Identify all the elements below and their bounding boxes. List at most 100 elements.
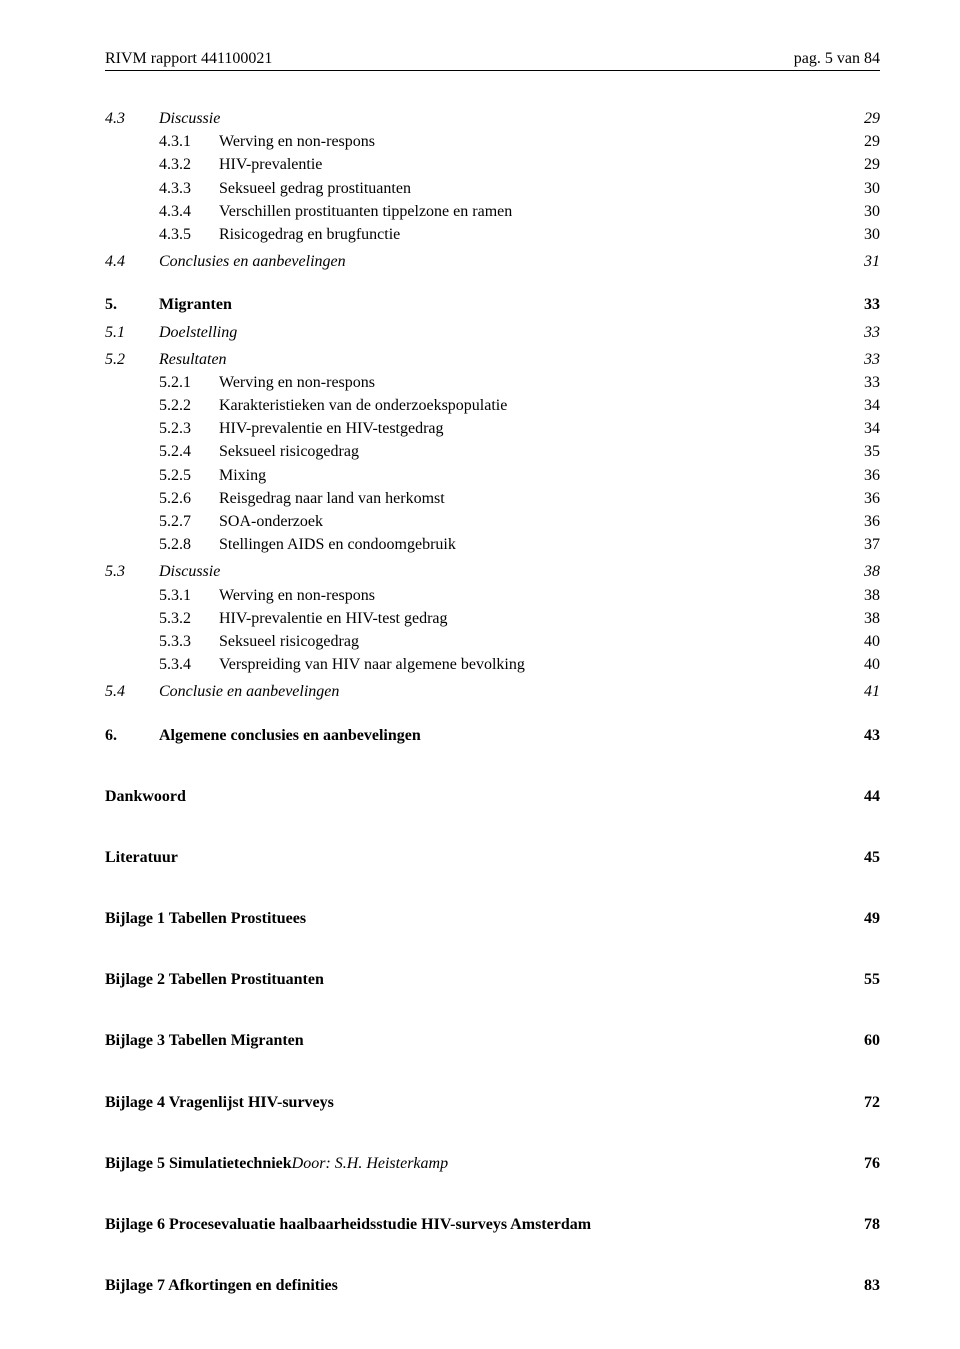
toc-title: Bijlage 4 Vragenlijst HIV-surveys	[105, 1091, 334, 1114]
toc-number: 5.2.5	[159, 464, 219, 487]
header-left: RIVM rapport 441100021	[105, 50, 272, 68]
toc-entry: Literatuur45	[105, 846, 880, 869]
toc-page: 33	[864, 293, 880, 316]
toc-title: HIV-prevalentie en HIV-test gedrag	[219, 607, 448, 630]
toc-title: Stellingen AIDS en condoomgebruik	[219, 533, 456, 556]
toc-number: 4.3.1	[159, 130, 219, 153]
toc-entry-left: Bijlage 1 Tabellen Prostituees	[105, 907, 306, 930]
toc-entry-left: 5.Migranten	[105, 293, 232, 316]
toc-entry-left: 4.3.1Werving en non-respons	[159, 130, 375, 153]
toc-entry-left: 5.2.3HIV-prevalentie en HIV-testgedrag	[159, 417, 444, 440]
toc-entry: 5.3.4Verspreiding van HIV naar algemene …	[159, 653, 880, 676]
toc-title: HIV-prevalentie	[219, 153, 322, 176]
toc-entry-left: 4.3.2HIV-prevalentie	[159, 153, 322, 176]
toc-title: Bijlage 6 Procesevaluatie haalbaarheidss…	[105, 1213, 591, 1236]
toc-title: HIV-prevalentie en HIV-testgedrag	[219, 417, 444, 440]
toc-page: 34	[864, 394, 880, 417]
toc-number: 4.3	[105, 107, 159, 130]
toc-title: Migranten	[159, 293, 232, 316]
toc-entry-left: Bijlage 4 Vragenlijst HIV-surveys	[105, 1091, 334, 1114]
page-header: RIVM rapport 441100021 pag. 5 van 84	[105, 50, 880, 68]
toc-title: Seksueel gedrag prostituanten	[219, 177, 411, 200]
toc-byline: Door: S.H. Heisterkamp	[292, 1152, 448, 1175]
toc-page: 40	[864, 630, 880, 653]
toc-entry: Dankwoord 44	[105, 785, 880, 808]
toc-entry-left: 5.2Resultaten	[105, 348, 227, 371]
toc-entry: 5.2.6Reisgedrag naar land van herkomst36	[159, 487, 880, 510]
toc-entry-left: Bijlage 5 Simulatietechniek Door: S.H. H…	[105, 1152, 448, 1175]
toc-entry: 5.2.5Mixing36	[159, 464, 880, 487]
toc-number: 5.	[105, 293, 159, 316]
toc-entry: Bijlage 4 Vragenlijst HIV-surveys72	[105, 1091, 880, 1114]
toc-entry-left: 5.2.2Karakteristieken van de onderzoeksp…	[159, 394, 507, 417]
toc-entry-left: 4.3.3Seksueel gedrag prostituanten	[159, 177, 411, 200]
toc-title: Werving en non-respons	[219, 371, 375, 394]
toc-title: Karakteristieken van de onderzoekspopula…	[219, 394, 507, 417]
table-of-contents: 4.3Discussie294.3.1Werving en non-respon…	[105, 107, 880, 1297]
toc-title: Bijlage 7 Afkortingen en definities	[105, 1274, 338, 1297]
toc-entry: 5.2.8Stellingen AIDS en condoomgebruik37	[159, 533, 880, 556]
toc-title: Dankwoord	[105, 785, 186, 808]
toc-entry-left: 5.2.6Reisgedrag naar land van herkomst	[159, 487, 445, 510]
toc-entry-left: 4.3.5Risicogedrag en brugfunctie	[159, 223, 400, 246]
toc-title: Bijlage 5 Simulatietechniek	[105, 1152, 292, 1175]
toc-entry: Bijlage 5 Simulatietechniek Door: S.H. H…	[105, 1152, 880, 1175]
toc-entry: 5.2.7SOA-onderzoek36	[159, 510, 880, 533]
toc-page: 29	[864, 130, 880, 153]
toc-entry: 4.3.1Werving en non-respons 29	[159, 130, 880, 153]
toc-number: 5.2.6	[159, 487, 219, 510]
toc-page: 44	[864, 785, 880, 808]
toc-entry: 5.1Doelstelling33	[105, 321, 880, 344]
toc-page: 34	[864, 417, 880, 440]
toc-entry-left: 5.3Discussie	[105, 560, 220, 583]
toc-title: Bijlage 1 Tabellen Prostituees	[105, 907, 306, 930]
toc-entry-left: Bijlage 7 Afkortingen en definities	[105, 1274, 338, 1297]
toc-page: 36	[864, 464, 880, 487]
toc-entry-left: 5.2.7SOA-onderzoek	[159, 510, 323, 533]
toc-entry: Bijlage 7 Afkortingen en definities 83	[105, 1274, 880, 1297]
toc-entry-left: 4.3Discussie	[105, 107, 220, 130]
toc-page: 38	[864, 607, 880, 630]
toc-number: 5.2.3	[159, 417, 219, 440]
toc-entry-left: 4.3.4Verschillen prostituanten tippelzon…	[159, 200, 512, 223]
toc-entry: 5.2.3HIV-prevalentie en HIV-testgedrag 34	[159, 417, 880, 440]
toc-number: 5.3.4	[159, 653, 219, 676]
toc-title: Discussie	[159, 560, 220, 583]
toc-page: 40	[864, 653, 880, 676]
toc-entry-left: Bijlage 6 Procesevaluatie haalbaarheidss…	[105, 1213, 591, 1236]
toc-page: 83	[864, 1274, 880, 1297]
toc-page: 30	[864, 177, 880, 200]
toc-entry-left: Bijlage 2 Tabellen Prostituanten	[105, 968, 324, 991]
toc-page: 33	[864, 348, 880, 371]
toc-entry: 5.2.1Werving en non-respons 33	[159, 371, 880, 394]
toc-entry-left: 6.Algemene conclusies en aanbevelingen	[105, 724, 421, 747]
toc-entry: 6.Algemene conclusies en aanbevelingen43	[105, 724, 880, 747]
toc-entry-left: 5.3.4Verspreiding van HIV naar algemene …	[159, 653, 525, 676]
toc-entry-left: 5.2.4Seksueel risicogedrag	[159, 440, 359, 463]
toc-entry-left: 5.2.1Werving en non-respons	[159, 371, 375, 394]
toc-entry: 5.3Discussie 38	[105, 560, 880, 583]
toc-page: 76	[864, 1152, 880, 1175]
toc-entry-left: Literatuur	[105, 846, 178, 869]
toc-number: 4.3.4	[159, 200, 219, 223]
toc-page: 30	[864, 223, 880, 246]
toc-number: 5.4	[105, 680, 159, 703]
toc-page: 37	[864, 533, 880, 556]
toc-title: Verspreiding van HIV naar algemene bevol…	[219, 653, 525, 676]
toc-page: 60	[864, 1029, 880, 1052]
toc-title: Algemene conclusies en aanbevelingen	[159, 724, 421, 747]
toc-page: 33	[864, 371, 880, 394]
toc-entry: 5.Migranten 33	[105, 293, 880, 316]
toc-page: 35	[864, 440, 880, 463]
toc-title: Bijlage 3 Tabellen Migranten	[105, 1029, 304, 1052]
toc-entry-left: 5.3.1Werving en non-respons	[159, 584, 375, 607]
toc-page: 41	[864, 680, 880, 703]
toc-title: Bijlage 2 Tabellen Prostituanten	[105, 968, 324, 991]
toc-entry-left: 5.4Conclusie en aanbevelingen	[105, 680, 339, 703]
toc-page: 38	[864, 560, 880, 583]
toc-page: 38	[864, 584, 880, 607]
toc-title: Discussie	[159, 107, 220, 130]
toc-number: 4.3.3	[159, 177, 219, 200]
toc-title: Reisgedrag naar land van herkomst	[219, 487, 445, 510]
toc-entry-left: 5.3.3Seksueel risicogedrag	[159, 630, 359, 653]
